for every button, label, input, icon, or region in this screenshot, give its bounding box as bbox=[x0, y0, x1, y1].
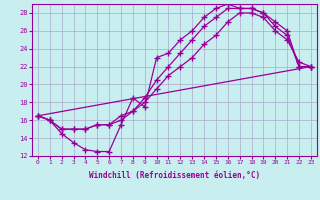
X-axis label: Windchill (Refroidissement éolien,°C): Windchill (Refroidissement éolien,°C) bbox=[89, 171, 260, 180]
